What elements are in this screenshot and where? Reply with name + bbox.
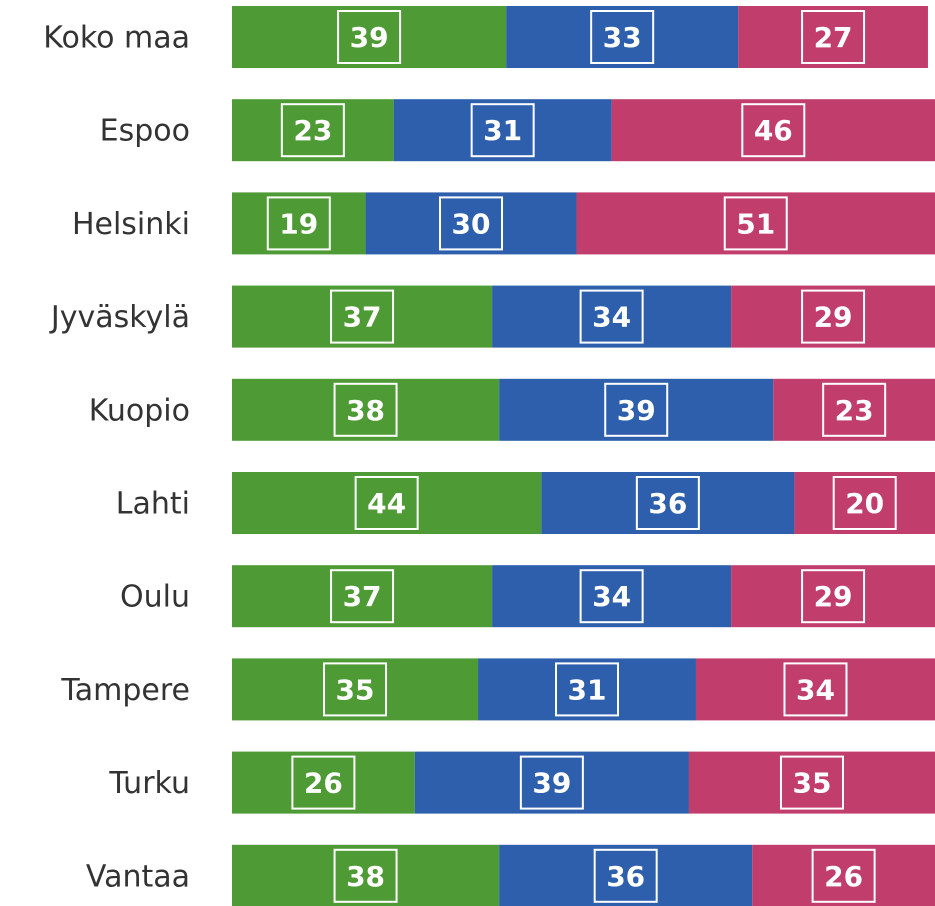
value-label: 30 — [452, 207, 491, 240]
value-label-box — [470, 103, 535, 158]
value-label: 31 — [568, 673, 607, 706]
value-label-box — [779, 755, 844, 810]
value-label-box — [439, 196, 504, 251]
value-label: 19 — [279, 207, 318, 240]
value-label-box — [801, 289, 866, 344]
value-label-box — [801, 10, 866, 64]
value-label-box — [604, 382, 669, 437]
category-label: Helsinki — [72, 207, 190, 242]
value-label-box — [590, 10, 655, 64]
value-label-box — [579, 569, 644, 624]
value-label: 29 — [814, 580, 853, 613]
value-label: 26 — [304, 767, 343, 800]
value-label: 20 — [845, 487, 884, 520]
value-label-box — [323, 662, 388, 717]
value-label-box — [519, 755, 584, 810]
value-label-box — [723, 196, 788, 251]
value-label: 29 — [814, 301, 853, 334]
value-label-box — [822, 382, 887, 437]
value-label-box — [579, 289, 644, 344]
value-label: 39 — [532, 767, 571, 800]
category-label: Kuopio — [89, 393, 190, 428]
category-label: Tampere — [60, 673, 190, 708]
value-label-box — [333, 382, 398, 437]
value-label: 26 — [824, 860, 863, 893]
value-label-box — [593, 848, 658, 903]
value-label-box — [811, 848, 876, 903]
value-label: 35 — [792, 767, 831, 800]
value-label: 36 — [606, 860, 645, 893]
value-label: 31 — [483, 114, 522, 147]
value-label: 33 — [603, 21, 642, 54]
value-label-box — [330, 289, 395, 344]
value-label-box — [832, 476, 897, 530]
value-label-box — [354, 476, 419, 530]
value-label: 35 — [336, 673, 375, 706]
value-label-box — [330, 569, 395, 624]
value-label: 23 — [835, 394, 874, 427]
value-label-box — [783, 662, 848, 717]
value-label: 39 — [617, 394, 656, 427]
value-label-box — [333, 848, 398, 903]
category-label: Lahti — [116, 487, 190, 522]
category-label: Vantaa — [86, 859, 190, 894]
value-label: 37 — [343, 301, 382, 334]
value-label: 37 — [343, 580, 382, 613]
value-label-box — [801, 569, 866, 624]
value-label: 51 — [736, 207, 775, 240]
value-label-box — [266, 196, 331, 251]
value-label-box — [337, 10, 402, 64]
value-label-box — [635, 476, 700, 530]
value-label: 34 — [592, 301, 631, 334]
value-label: 38 — [346, 860, 385, 893]
value-label-box — [741, 103, 806, 158]
value-label: 46 — [754, 114, 793, 147]
value-label: 38 — [346, 394, 385, 427]
category-label: Jyväskylä — [49, 300, 190, 335]
value-label: 34 — [592, 580, 631, 613]
value-label-box — [291, 755, 356, 810]
category-label: Oulu — [120, 580, 190, 615]
category-label: Koko maa — [43, 21, 190, 56]
category-label: Espoo — [100, 114, 190, 149]
value-label-box — [555, 662, 620, 717]
value-label: 23 — [293, 114, 332, 147]
value-label: 36 — [648, 487, 687, 520]
value-label: 39 — [350, 21, 389, 54]
category-label: Turku — [108, 766, 190, 801]
value-label: 34 — [796, 673, 835, 706]
value-label: 27 — [814, 21, 853, 54]
value-label-box — [280, 103, 345, 158]
value-label: 44 — [367, 487, 406, 520]
